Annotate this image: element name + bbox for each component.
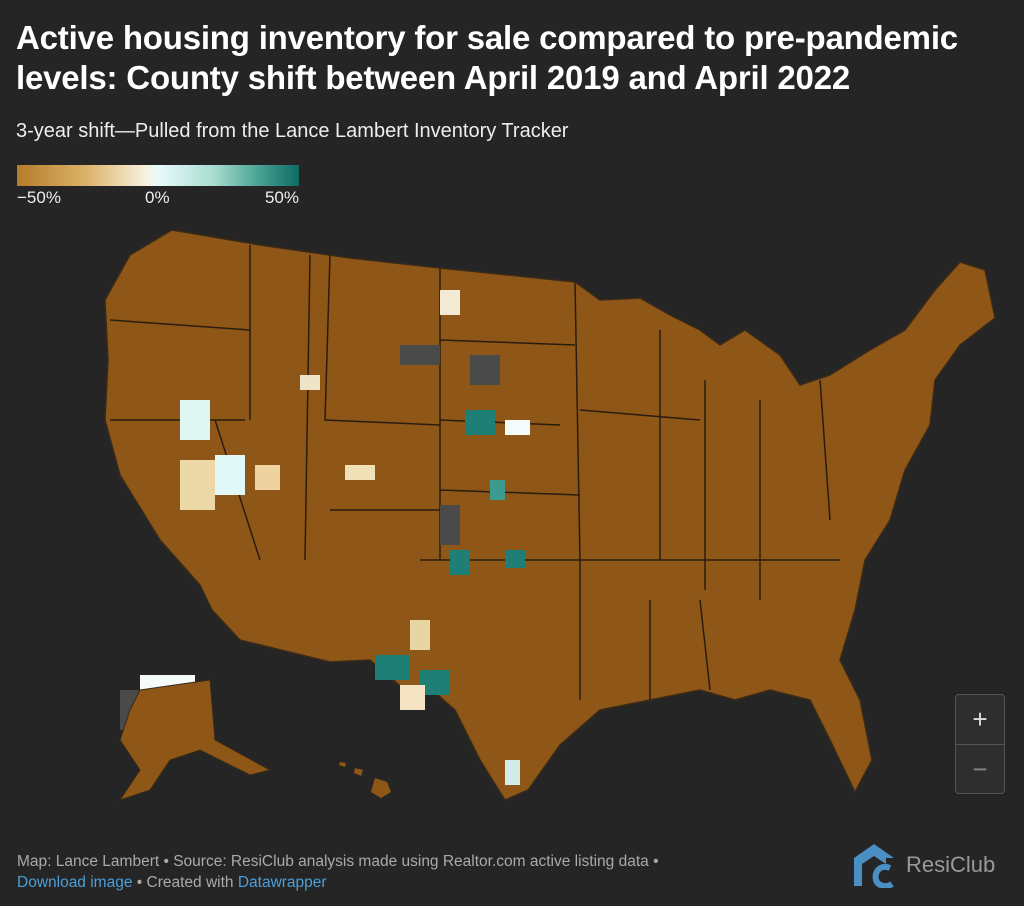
county-pale xyxy=(180,460,215,510)
legend-mid-label: 0% xyxy=(145,188,170,207)
zoom-in-button[interactable]: + xyxy=(972,704,988,734)
source-credit: Map: Lance Lambert • Source: ResiClub an… xyxy=(17,853,659,870)
county-pale xyxy=(505,760,520,785)
county-teal xyxy=(465,410,495,435)
county-teal xyxy=(450,550,470,575)
county-pale xyxy=(400,685,425,710)
county-pale xyxy=(410,620,430,650)
hawaii[interactable] xyxy=(339,762,391,798)
legend-gradient xyxy=(17,165,299,186)
county-no-data xyxy=(470,355,500,385)
resiclub-logo-text: ResiClub xyxy=(906,852,996,877)
county-pale xyxy=(505,420,530,435)
county-no-data xyxy=(400,345,440,365)
us-county-map[interactable] xyxy=(0,220,1024,820)
legend-min-label: −50% xyxy=(17,188,61,207)
created-with-text: • Created with xyxy=(132,874,238,891)
county-teal xyxy=(505,550,525,568)
legend-max-label: 50% xyxy=(264,188,299,207)
county-teal xyxy=(490,480,505,500)
map-zoom-controls: + − xyxy=(955,694,1005,794)
county-pale xyxy=(180,400,210,440)
datawrapper-link[interactable]: Datawrapper xyxy=(237,874,327,891)
alaska[interactable] xyxy=(118,679,272,801)
zoom-out-button[interactable]: − xyxy=(956,744,1004,794)
county-pale xyxy=(440,290,460,315)
county-pale xyxy=(300,375,320,390)
resiclub-logo: ResiClub xyxy=(850,842,995,888)
page-title: Active housing inventory for sale compar… xyxy=(16,19,958,96)
subtitle: 3-year shift—Pulled from the Lance Lambe… xyxy=(16,120,569,142)
download-image-link[interactable]: Download image xyxy=(17,874,133,891)
resiclub-logo-icon xyxy=(854,844,894,888)
county-teal xyxy=(375,655,410,680)
county-pale xyxy=(215,455,245,495)
county-pale xyxy=(345,465,375,480)
county-no-data xyxy=(440,505,460,545)
contiguous-us[interactable] xyxy=(104,229,996,801)
county-pale xyxy=(255,465,280,490)
footer: Map: Lance Lambert • Source: ResiClub an… xyxy=(17,851,659,893)
color-legend: −50% 0% 50% xyxy=(17,165,299,208)
